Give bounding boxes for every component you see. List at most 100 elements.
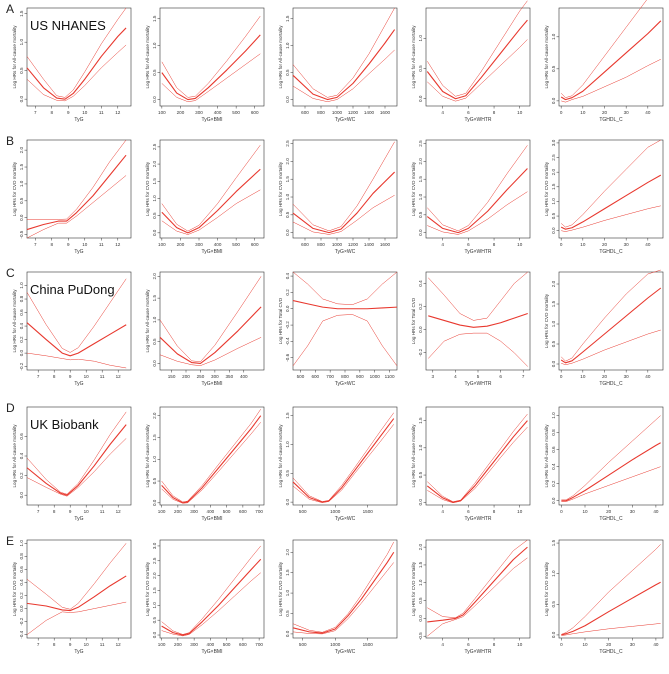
x-tick-label: 7 <box>37 509 40 514</box>
x-tick-label: 350 <box>225 374 233 379</box>
x-tick-label: 40 <box>645 374 651 379</box>
y-tick-label: 1.5 <box>551 539 556 546</box>
x-tick-label: 30 <box>624 374 630 379</box>
x-tick-label: 6 <box>467 242 470 247</box>
x-tick-label: 8 <box>53 374 56 379</box>
x-tick-label: 8 <box>50 110 53 115</box>
x-tick-label: 0 <box>560 642 563 647</box>
y-tick-label: 1.0 <box>418 193 423 200</box>
x-tick-label: 100 <box>158 509 166 514</box>
y-tick-label: 0.8 <box>551 429 556 436</box>
y-tick-label: 0.0 <box>19 96 24 103</box>
y-tick-label: 1.5 <box>19 10 24 17</box>
y-tick-label: 0.2 <box>418 303 423 310</box>
panel-b-2: 100 200 300 400 500 600 0.0 0.5 1.0 1.5 2.0 2.5 TyG×… <box>145 139 265 255</box>
y-tick-label: 0.0 <box>19 349 24 356</box>
y-tick-label: 0.4 <box>19 579 24 586</box>
x-axis-label: TGHDL_C <box>599 381 623 387</box>
x-tick-label: 10 <box>84 642 90 647</box>
y-tick-label: 0.5 <box>285 610 290 617</box>
y-tick-label: 0.2 <box>285 289 290 296</box>
y-axis-label: Log HRs for All-cause mortality <box>278 424 283 488</box>
y-tick-label: 0.5 <box>551 340 556 347</box>
x-tick-label: 10 <box>517 642 523 647</box>
upper-ci-curve <box>560 269 661 362</box>
row-letter-c: C <box>6 266 15 280</box>
hr-curve <box>161 168 261 234</box>
y-tick-label: 0.0 <box>285 498 290 505</box>
row-title-d: UK Biobank <box>30 417 99 432</box>
panel-d-1: 7 8 9 10 11 12 0.0 0.2 0.4 0.6 TyG Log HRs for All-… <box>12 406 132 522</box>
panel-e-5: 0 10 20 30 40 0.0 0.5 1.0 1.5 TGHDL_C Log HRs for … <box>544 539 664 655</box>
lower-ci-curve <box>161 53 261 102</box>
x-tick-label: 500 <box>232 242 240 247</box>
x-tick-label: 6 <box>467 110 470 115</box>
x-tick-label: 200 <box>182 374 190 379</box>
y-tick-label: 0.5 <box>152 617 157 624</box>
y-tick-label: 0.5 <box>152 212 157 219</box>
y-tick-label: 1.0 <box>19 540 24 547</box>
x-tick-label: 0 <box>560 242 563 247</box>
panel-a-1: 7 8 9 10 11 12 0.0 0.5 1.0 1.5 TyG Log HRs for All-… <box>12 7 132 123</box>
y-tick-label: 1.5 <box>19 163 24 170</box>
lower-ci-curve <box>561 59 661 103</box>
x-tick-label: 1600 <box>380 242 391 247</box>
x-tick-label: 4 <box>441 509 444 514</box>
lower-ci-curve <box>561 623 661 636</box>
x-tick-label: 800 <box>317 110 325 115</box>
y-axis-label: Log HRs for Total CVD <box>411 297 416 344</box>
hr-curve <box>26 424 127 496</box>
y-tick-label: 0.6 <box>19 309 24 316</box>
x-tick-label: 20 <box>602 110 608 115</box>
panel-a-3: 600 800 1000 1200 1400 1600 0.0 0.5 1.0 1.5 TyG×WC… <box>278 7 398 123</box>
x-tick-label: 6 <box>499 374 502 379</box>
plot-frame <box>558 271 664 371</box>
y-tick-label: 1.0 <box>19 282 24 289</box>
y-tick-label: 2.0 <box>551 280 556 287</box>
upper-ci-curve <box>427 145 528 232</box>
y-tick-label: 1.5 <box>152 15 157 22</box>
x-axis-label: TyG×WC <box>335 649 356 655</box>
x-tick-label: 4 <box>454 374 457 379</box>
upper-ci-curve <box>27 139 127 220</box>
hr-curve <box>560 20 662 101</box>
y-tick-label: -0.4 <box>19 630 24 638</box>
y-tick-label: 1.0 <box>551 198 556 205</box>
lower-ci-curve <box>292 562 394 635</box>
y-tick-label: 1.0 <box>418 579 423 586</box>
plot-frame <box>26 7 132 107</box>
x-tick-label: 500 <box>223 642 231 647</box>
y-tick-label: 2.5 <box>152 557 157 564</box>
x-tick-label: 12 <box>115 110 121 115</box>
y-tick-label: 0.5 <box>418 211 423 218</box>
y-tick-label: 0.0 <box>285 305 290 312</box>
y-tick-label: 1.5 <box>152 178 157 185</box>
x-tick-label: 4 <box>441 242 444 247</box>
panel-b-3: 600 800 1000 1200 1400 1600 0.0 0.5 1.0 1.5 2.0 2.5… <box>278 139 398 255</box>
x-tick-label: 7 <box>37 374 40 379</box>
y-tick-label: 0.0 <box>152 499 157 506</box>
plot-frame <box>425 539 531 639</box>
lower-ci-curve <box>161 189 261 235</box>
x-tick-label: 8 <box>493 242 496 247</box>
row-title-c: China PuDong <box>30 282 115 297</box>
y-tick-label: 0.5 <box>551 212 556 219</box>
lower-ci-curve <box>292 424 394 503</box>
x-tick-label: 200 <box>177 242 185 247</box>
y-tick-label: 0.5 <box>418 471 423 478</box>
panel-b-4: 4 6 8 10 0.0 0.5 1.0 1.5 2.0 2.5 TyG×WHTR Log HRs f… <box>411 139 531 255</box>
y-tick-label: 1.5 <box>152 434 157 441</box>
x-axis-label: TyG <box>74 516 83 522</box>
lower-ci-curve <box>26 438 127 497</box>
y-tick-label: 0.0 <box>285 229 290 236</box>
x-tick-label: 250 <box>197 374 205 379</box>
x-axis-label: TyG×WC <box>335 249 356 255</box>
row-title-a: US NHANES <box>30 18 106 33</box>
panel-c-3: 500 600 700 800 900 1000 1100 -0.6 -0.4 -0.2 0.0 0.… <box>278 271 398 387</box>
x-axis-label: TyG×BMI <box>202 381 223 387</box>
x-tick-label: 1000 <box>332 242 343 247</box>
y-tick-label: 0.0 <box>418 499 423 506</box>
y-tick-label: 0.0 <box>19 492 24 499</box>
y-tick-label: 0.5 <box>19 197 24 204</box>
